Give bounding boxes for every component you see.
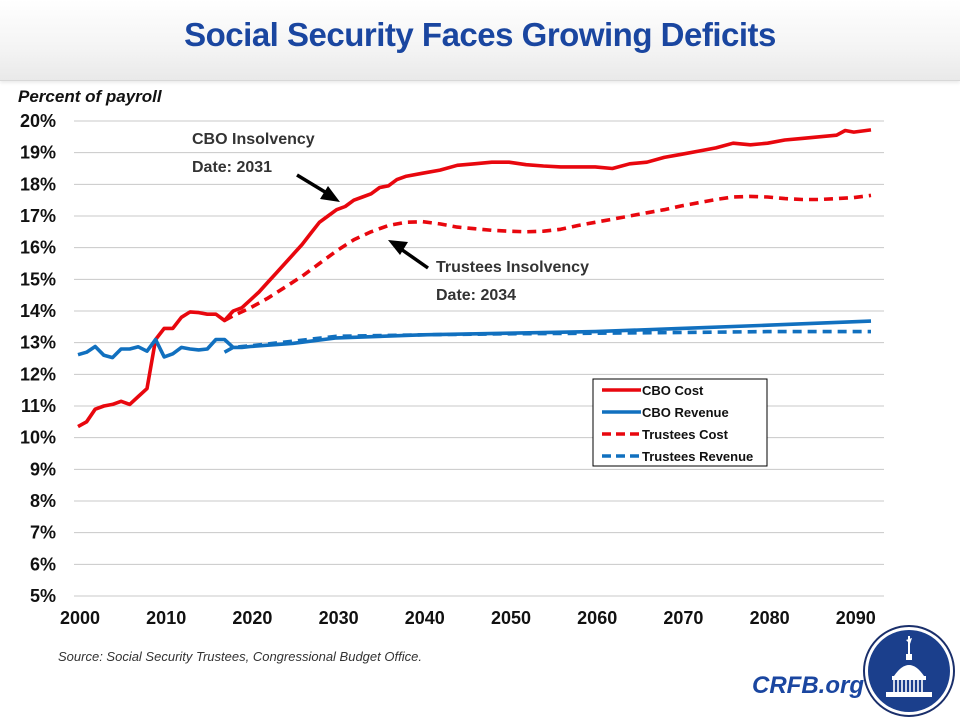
- arrow-icon: [296, 173, 340, 202]
- annotation-trustees-line1: Trustees Insolvency: [436, 259, 589, 276]
- y-tick-label: 16%: [20, 238, 56, 258]
- y-axis-ticks: 5% 6% 7% 8% 9% 10% 11% 12% 13% 14% 15% 16% 17% 18% 19%…: [20, 111, 56, 606]
- title-banner: Social Security Faces Growing Deficits: [0, 0, 960, 81]
- y-tick-label: 8%: [30, 491, 56, 511]
- annotation-cbo-line1: CBO Insolvency: [192, 131, 315, 148]
- series-cbo-revenue: [77, 319, 872, 360]
- x-tick-label: 2040: [405, 608, 445, 628]
- x-tick-label: 2090: [836, 608, 876, 628]
- y-tick-label: 11%: [21, 396, 56, 416]
- arrow-icon: [388, 240, 430, 270]
- x-tick-label: 2060: [577, 608, 617, 628]
- y-tick-label: 13%: [20, 333, 56, 353]
- legend-item-cbo-cost: CBO Cost: [602, 383, 704, 398]
- series-trustees-cost: [223, 193, 872, 323]
- series-cbo-cost: [77, 128, 872, 429]
- legend-label-cbo-revenue: CBO Revenue: [642, 405, 729, 420]
- x-tick-label: 2030: [319, 608, 359, 628]
- brand-link[interactable]: CRFB.org: [752, 672, 864, 699]
- y-tick-label: 19%: [20, 143, 56, 163]
- y-tick-label: 15%: [20, 269, 56, 289]
- y-tick-label: 6%: [30, 554, 56, 574]
- gridlines: [74, 120, 884, 597]
- y-tick-label: 9%: [30, 459, 56, 479]
- legend-item-cbo-revenue: CBO Revenue: [602, 405, 729, 420]
- legend: CBO Cost CBO Revenue Trustees Cost Trust…: [592, 378, 768, 467]
- legend-label-cbo-cost: CBO Cost: [642, 383, 704, 398]
- y-tick-label: 20%: [20, 111, 56, 131]
- x-tick-label: 2050: [491, 608, 531, 628]
- legend-item-trustees-cost: Trustees Cost: [602, 427, 729, 442]
- series-lines: [77, 128, 872, 429]
- y-tick-label: 12%: [20, 364, 56, 384]
- y-tick-label: 7%: [30, 523, 56, 543]
- y-tick-label: 5%: [30, 586, 56, 606]
- x-tick-label: 2080: [750, 608, 790, 628]
- x-tick-label: 2000: [60, 608, 100, 628]
- legend-label-trustees-revenue: Trustees Revenue: [642, 449, 753, 464]
- y-tick-label: 14%: [20, 301, 56, 321]
- annotation-cbo-line2: Date: 2031: [192, 159, 272, 176]
- y-tick-label: 10%: [20, 428, 56, 448]
- legend-item-trustees-revenue: Trustees Revenue: [602, 449, 753, 464]
- capitol-dome-seal-icon: [863, 625, 955, 717]
- source-note: Source: Social Security Trustees, Congre…: [58, 649, 422, 664]
- series-trustees-revenue: [223, 329, 871, 354]
- chart-title: Social Security Faces Growing Deficits: [184, 16, 776, 53]
- x-tick-label: 2010: [146, 608, 186, 628]
- x-axis-ticks: 2000 2010 2020 2030 2040 2050 2060 2070 2080 2090: [60, 608, 876, 628]
- annotation-trustees-insolvency: Trustees Insolvency Date: 2034: [388, 240, 589, 304]
- x-tick-label: 2070: [663, 608, 703, 628]
- annotation-trustees-line2: Date: 2034: [436, 287, 516, 304]
- annotation-cbo-insolvency: CBO Insolvency Date: 2031: [192, 131, 340, 202]
- y-tick-label: 17%: [20, 206, 56, 226]
- y-tick-label: 18%: [20, 174, 56, 194]
- x-tick-label: 2020: [232, 608, 272, 628]
- legend-label-trustees-cost: Trustees Cost: [642, 427, 729, 442]
- y-axis-label: Percent of payroll: [18, 87, 162, 106]
